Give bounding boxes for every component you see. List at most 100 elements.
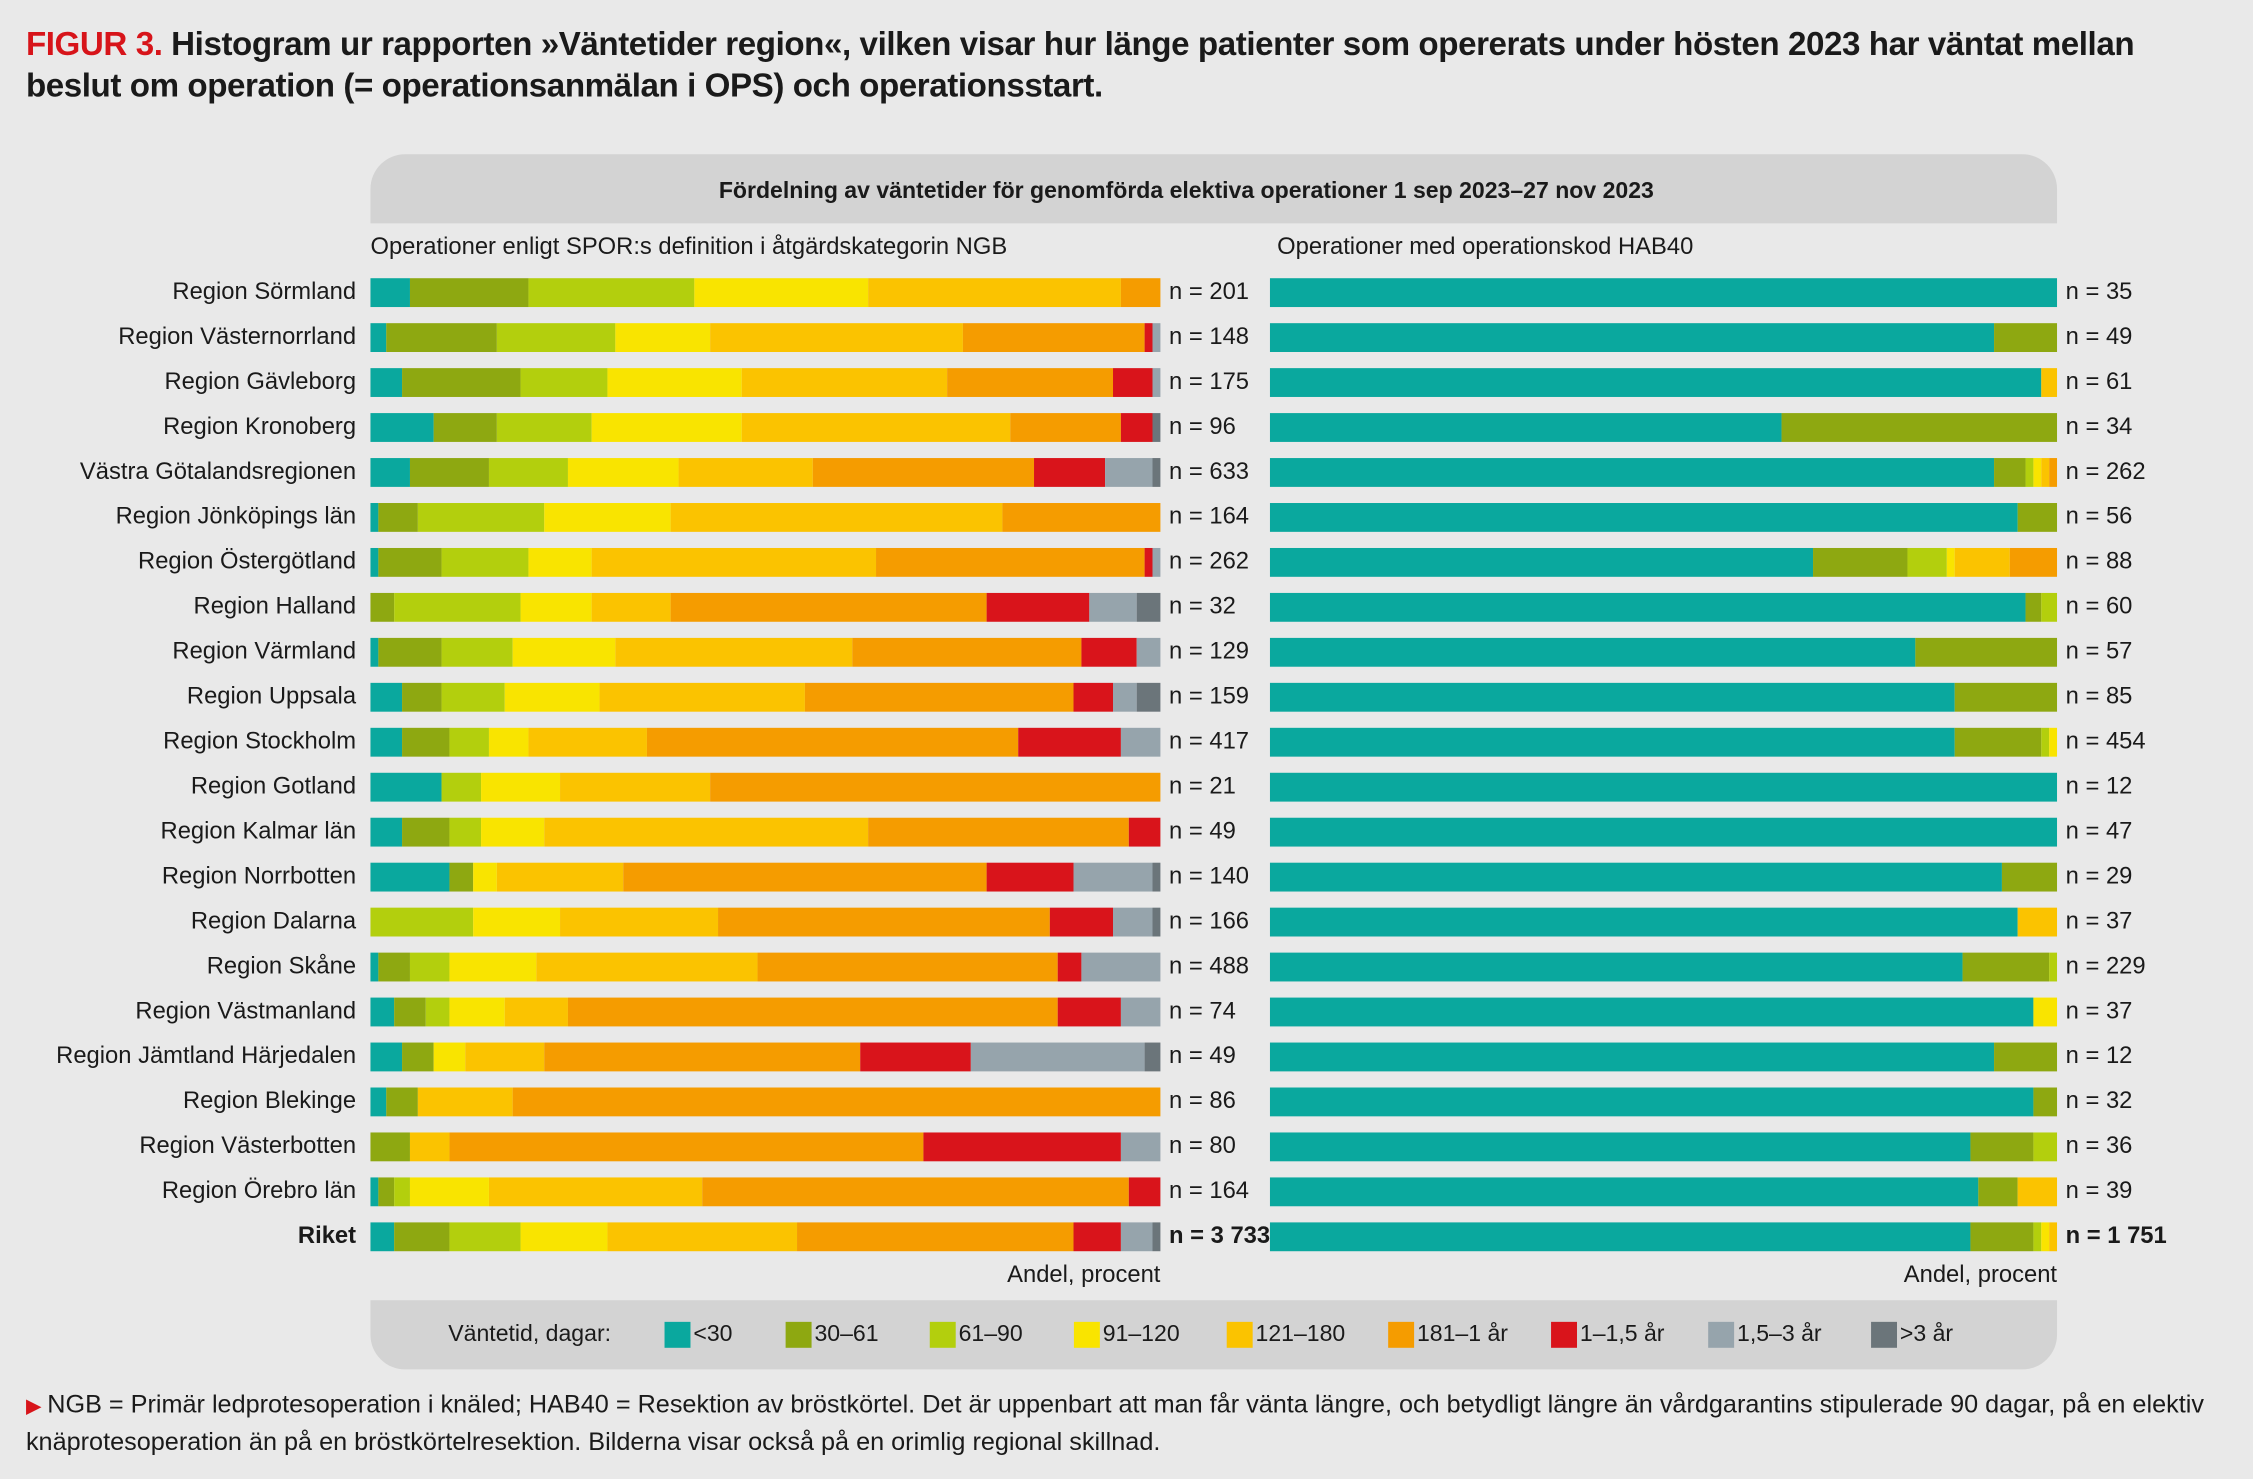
bar-segment	[2017, 503, 2058, 532]
bar-segment	[710, 323, 963, 353]
bar-segment	[1970, 1222, 2034, 1252]
n-label: n = 35	[2066, 278, 2133, 305]
bar-segment	[868, 278, 1121, 308]
n-label: n = 56	[2066, 503, 2133, 530]
bar-segment	[544, 1042, 861, 1072]
bar-segment	[488, 458, 568, 487]
n-label: n = 21	[1169, 772, 1236, 799]
bar-segment	[520, 1222, 608, 1252]
bar-segment	[496, 413, 592, 442]
bar-segment	[1128, 817, 1161, 847]
bar-segment	[1113, 368, 1153, 397]
bar-segment	[449, 727, 489, 757]
bar-segment	[1269, 503, 2018, 532]
n-label: n = 129	[1169, 638, 1249, 665]
bar-segment	[370, 997, 395, 1027]
bar-segment	[1113, 682, 1137, 712]
category-label: Region Blekinge	[183, 1087, 356, 1114]
bar-segment	[2041, 368, 2058, 397]
bar-segment	[544, 503, 671, 532]
bar-segment	[567, 997, 1058, 1027]
bar-segment	[947, 368, 1114, 397]
bar-segment	[1113, 907, 1153, 937]
bar-segment	[1010, 413, 1121, 442]
category-label: Västra Götalandsregionen	[80, 458, 356, 485]
n-label: n = 262	[2066, 458, 2146, 485]
n-label: n = 74	[1169, 997, 1236, 1024]
bar-segment	[694, 278, 869, 308]
bar-segment	[970, 1042, 1145, 1072]
bar-segment	[1269, 727, 1955, 757]
bar-segment	[409, 952, 450, 982]
bar-segment	[1057, 997, 1121, 1027]
bar-segment	[1073, 682, 1114, 712]
n-label: n = 86	[1169, 1087, 1236, 1114]
bar-segment	[370, 323, 387, 353]
bar-segment	[386, 323, 497, 353]
x-axis-label: Andel, procent	[1007, 1261, 1161, 1288]
n-label: n = 201	[1169, 278, 1249, 305]
bar-segment	[512, 1087, 1161, 1117]
bar-segment	[560, 772, 711, 802]
bar-segment	[986, 862, 1074, 892]
n-label: n = 633	[1169, 458, 1249, 485]
bar-segment	[1120, 1132, 1161, 1162]
category-label: Region Västerbotten	[139, 1132, 356, 1159]
bar-segment	[1269, 997, 2034, 1027]
x-axis-label: Andel, procent	[1904, 1261, 2058, 1288]
bar-segment	[402, 817, 450, 847]
bar-segment	[1073, 1222, 1121, 1252]
bar-segment	[2025, 592, 2042, 622]
bar-segment	[370, 278, 410, 308]
bar-segment	[370, 458, 410, 487]
n-label: n = 32	[1169, 593, 1236, 620]
bar-segment	[378, 503, 418, 532]
bar-segment	[812, 458, 1035, 487]
bar-segment	[702, 1177, 1129, 1207]
bar-segment	[1269, 862, 2002, 892]
category-label: Region Kronoberg	[163, 413, 356, 440]
bar-segment	[2041, 727, 2050, 757]
bar-segment	[2017, 907, 2058, 937]
n-label: n = 39	[2066, 1177, 2133, 1204]
bar-segment	[449, 997, 505, 1027]
bar-segment	[386, 1087, 418, 1117]
legend-label: 1–1,5 år	[1580, 1320, 1665, 1346]
bar-segment	[528, 727, 647, 757]
bar-segment	[1269, 1132, 1971, 1162]
bar-segment	[560, 907, 719, 937]
bar-segment	[370, 413, 434, 442]
category-label: Region Kalmar län	[161, 817, 357, 844]
bar-segment	[804, 682, 1074, 712]
bar-segment	[2049, 1222, 2058, 1252]
category-label: Region Skåne	[207, 952, 356, 979]
bar-segment	[528, 547, 592, 577]
bar-segment	[1269, 368, 2042, 397]
legend-swatch	[1226, 1321, 1253, 1348]
bar-segment	[488, 1177, 703, 1207]
n-label: n = 166	[1169, 907, 1249, 934]
bar-segment	[1120, 727, 1161, 757]
bar-segment	[1073, 862, 1153, 892]
bar-segment	[2033, 1087, 2058, 1117]
bar-segment	[670, 592, 987, 622]
bar-segment	[370, 637, 379, 667]
bar-segment	[2041, 592, 2058, 622]
bar-segment	[370, 682, 403, 712]
bar-segment	[591, 413, 742, 442]
figure-header: FIGUR 3. Histogram ur rapporten »Väntetid…	[26, 23, 2231, 107]
n-label: n = 60	[2066, 593, 2133, 620]
bar-segment	[1946, 547, 1955, 577]
bar-segment	[1152, 323, 1161, 353]
bar-segment	[433, 1042, 466, 1072]
bar-segment	[591, 547, 877, 577]
category-label: Region Stockholm	[163, 728, 356, 755]
bar-segment	[1907, 547, 1947, 577]
n-label: n = 49	[1169, 1042, 1236, 1069]
bar-segment	[409, 458, 489, 487]
n-label: n = 175	[1169, 368, 1249, 395]
bar-segment	[670, 503, 1003, 532]
bar-segment	[1269, 772, 2058, 802]
bar-segment	[1120, 413, 1153, 442]
